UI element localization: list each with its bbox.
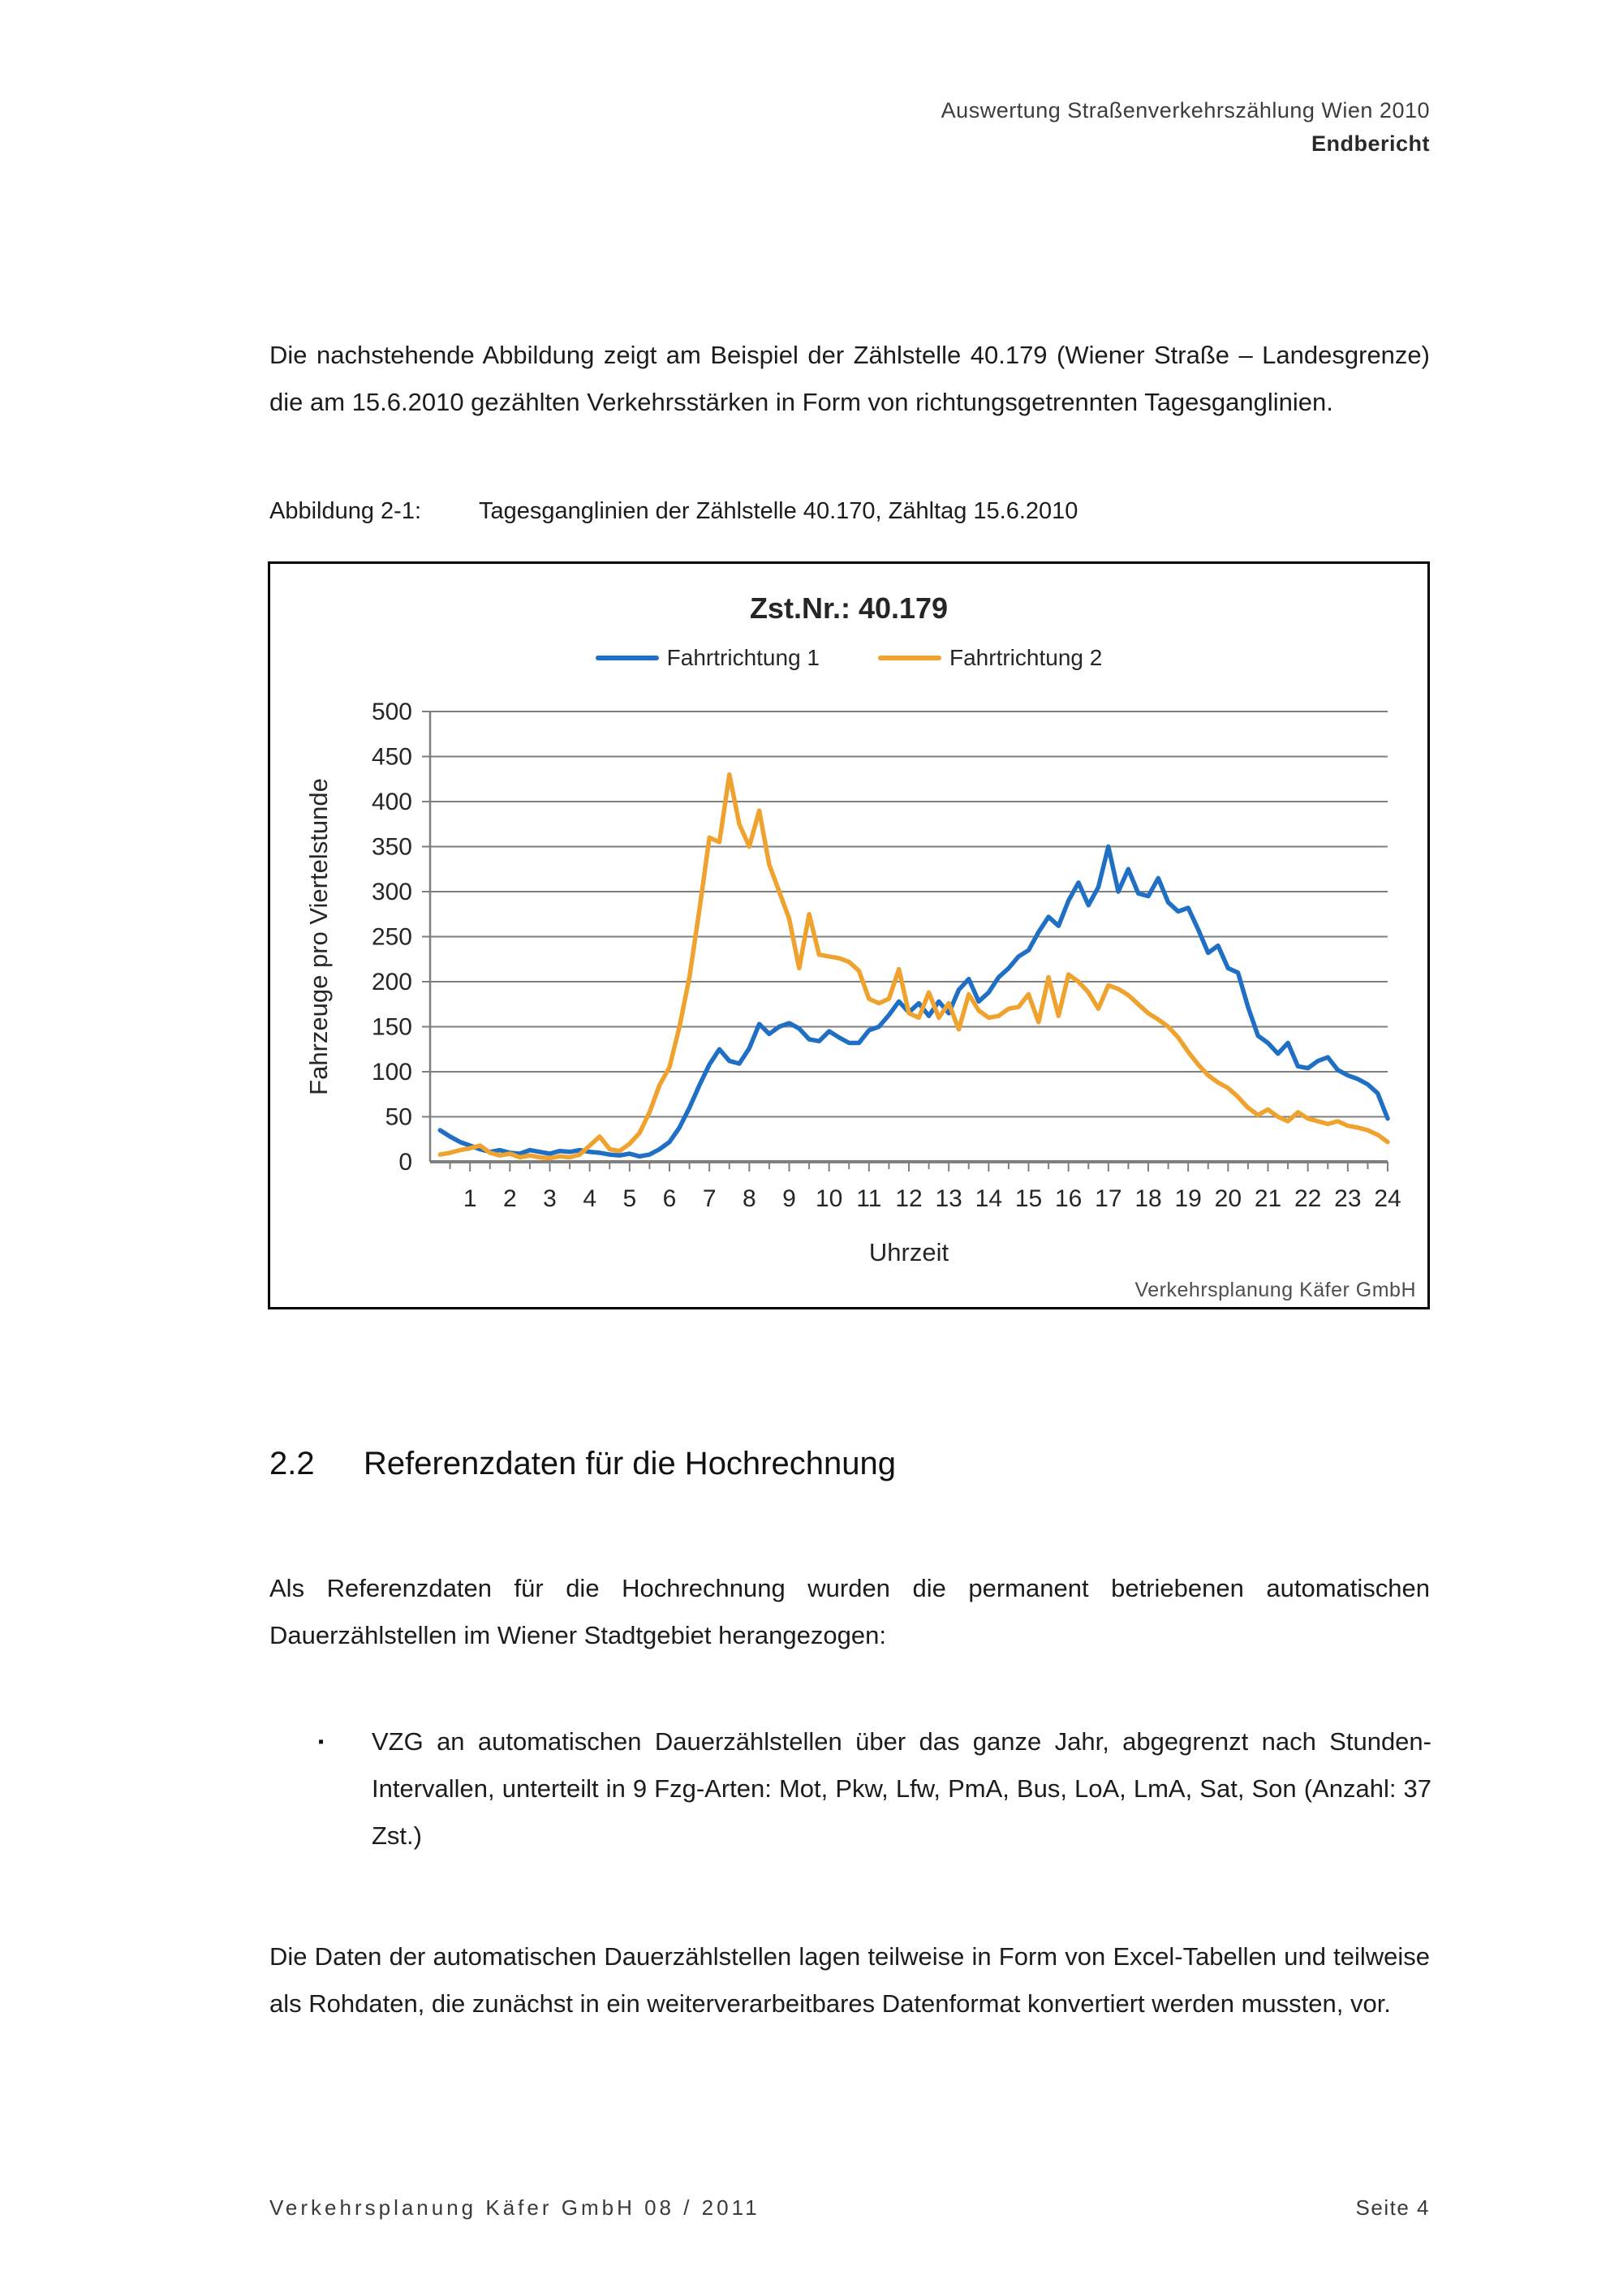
y-tick-label: 350 (372, 834, 412, 861)
x-tick-label: 3 (543, 1185, 557, 1212)
list-item: ▪ VZG an automatischen Dauerzählstellen … (318, 1718, 1431, 1860)
chart-title: Zst.Nr.: 40.179 (749, 591, 949, 625)
x-tick-label: 9 (782, 1185, 796, 1212)
y-axis-title: Fahrzeuge pro Viertelstunde (304, 778, 333, 1095)
reference-paragraph: Als Referenzdaten für die Hochrechnung w… (269, 1574, 1430, 1649)
x-tick-label: 13 (935, 1185, 962, 1212)
legend-label: Fahrtrichtung 2 (949, 645, 1103, 670)
page-footer: Verkehrsplanung Käfer GmbH 08 / 2011 Sei… (269, 2195, 1430, 2221)
x-tick-label: 11 (856, 1185, 881, 1212)
x-tick-label: 14 (975, 1185, 1002, 1212)
header-report-title: Auswertung Straßenverkehrszählung Wien 2… (941, 98, 1430, 123)
x-tick-label: 16 (1055, 1185, 1082, 1212)
footer-company-date: Verkehrsplanung Käfer GmbH 08 / 2011 (269, 2195, 760, 2220)
y-tick-label: 250 (372, 924, 412, 951)
y-tick-label: 450 (372, 744, 412, 771)
x-tick-label: 20 (1215, 1185, 1242, 1212)
x-tick-label: 19 (1174, 1185, 1201, 1212)
y-tick-label: 150 (372, 1014, 412, 1041)
header-report-subtitle: Endbericht (1311, 131, 1430, 156)
series-line-1 (437, 844, 1390, 1159)
series-line-2 (437, 772, 1390, 1161)
section-title: Referenzdaten für die Hochrechnung (364, 1446, 896, 1481)
legend-line-icon (878, 656, 941, 660)
y-tick-label: 400 (372, 789, 412, 815)
x-tick-label: 5 (622, 1185, 636, 1212)
figure-caption-label: Abbildung 2-1: (269, 498, 422, 524)
x-tick-label: 18 (1134, 1185, 1161, 1212)
x-tick-label: 12 (895, 1185, 922, 1212)
x-tick-label: 23 (1334, 1185, 1361, 1212)
intro-paragraph: Die nachstehende Abbildung zeigt am Beis… (269, 341, 1430, 416)
x-tick-label: 10 (816, 1185, 842, 1212)
x-tick-label: 7 (703, 1185, 717, 1212)
bullet-list: ▪ VZG an automatischen Dauerzählstellen … (318, 1718, 1431, 1860)
x-tick-label: 6 (663, 1185, 677, 1212)
y-tick-label: 200 (372, 969, 412, 995)
section-heading: 2.2 Referenzdaten für die Hochrechnung (269, 1446, 896, 1482)
data-paragraph: Die Daten der automatischen Dauerzählste… (269, 1942, 1430, 2018)
bullet-square-icon: ▪ (318, 1733, 325, 1751)
legend-item-1: Fahrtrichtung 1 (595, 645, 820, 671)
x-tick-label: 22 (1294, 1185, 1321, 1212)
x-tick-label: 4 (583, 1185, 596, 1212)
y-tick-label: 300 (372, 879, 412, 905)
x-tick-label: 2 (503, 1185, 517, 1212)
legend-label: Fahrtrichtung 1 (666, 645, 820, 670)
x-axis-title: Uhrzeit (869, 1238, 949, 1266)
x-tick-label: 15 (1015, 1185, 1042, 1212)
figure-caption-text: Tagesganglinien der Zählstelle 40.170, Z… (479, 498, 1078, 524)
y-tick-label: 0 (398, 1149, 412, 1176)
footer-page-number: Seite 4 (1355, 2195, 1430, 2220)
y-tick-label: 50 (385, 1104, 412, 1131)
bullet-item-text: VZG an automatischen Dauerzählstellen üb… (372, 1727, 1431, 1850)
chart-figure: Zst.Nr.: 40.179 Fahrtrichtung 1 Fahrtrich… (268, 561, 1430, 1309)
chart-legend: Fahrtrichtung 1 Fahrtrichtung 2 (270, 645, 1427, 671)
x-tick-label: 17 (1095, 1185, 1121, 1212)
chart-watermark: Verkehrsplanung Käfer GmbH (1134, 1279, 1416, 1301)
section-number: 2.2 (269, 1446, 315, 1481)
y-tick-label: 100 (372, 1059, 412, 1086)
x-tick-label: 8 (743, 1185, 756, 1212)
figure-caption: Abbildung 2-1: Tagesganglinien der Zählst… (269, 498, 1078, 525)
x-tick-label: 1 (463, 1185, 477, 1212)
y-tick-label: 500 (372, 699, 412, 725)
page-header: Auswertung Straßenverkehrszählung Wien 2… (941, 94, 1430, 161)
legend-line-icon (595, 656, 659, 660)
legend-item-2: Fahrtrichtung 2 (878, 645, 1102, 671)
x-tick-label: 24 (1374, 1185, 1401, 1212)
x-tick-label: 21 (1255, 1185, 1281, 1212)
